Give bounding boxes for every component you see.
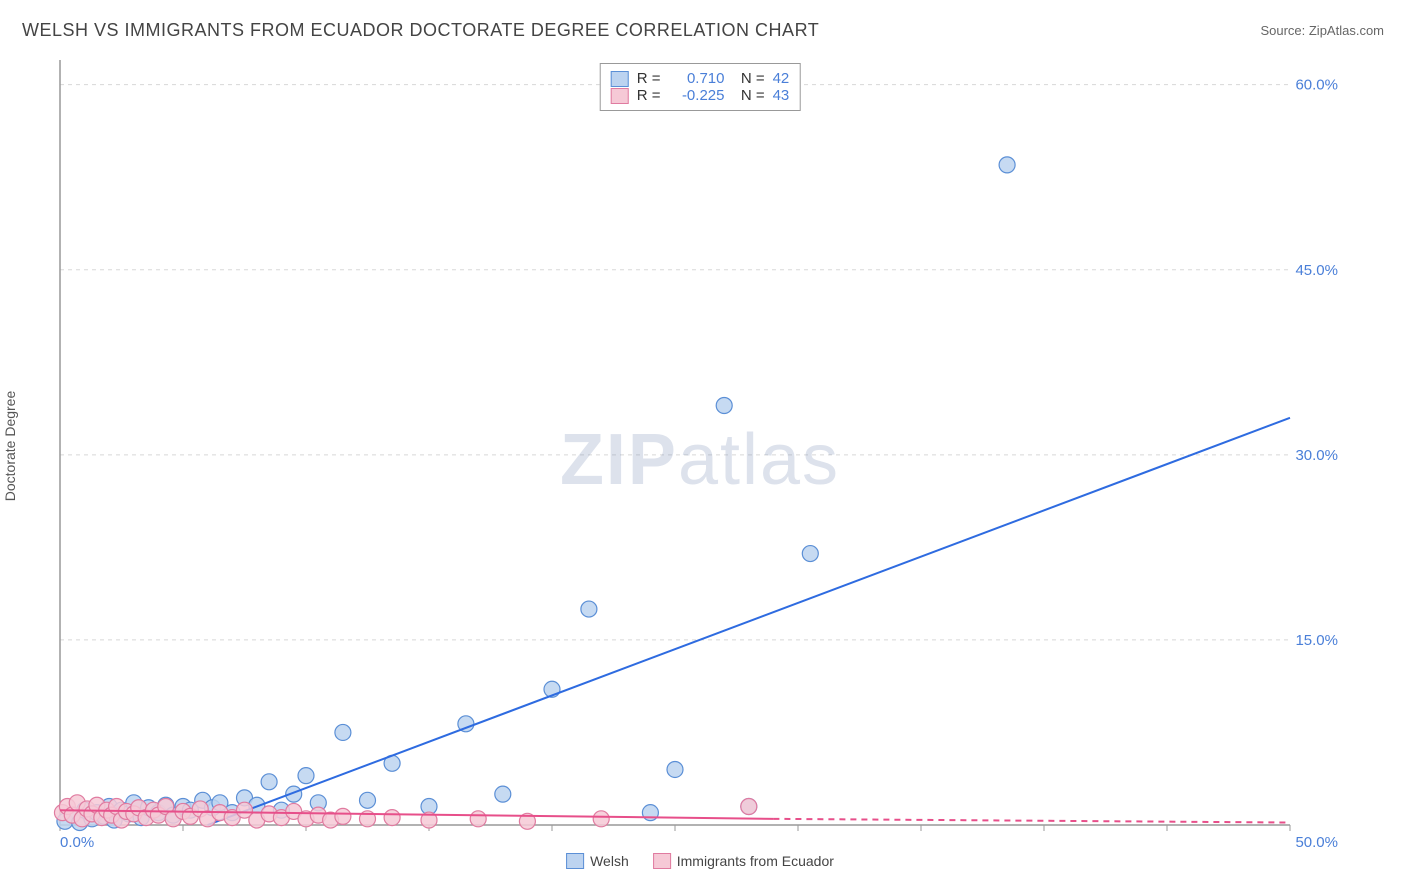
legend-row-ecuador: R = -0.225 N = 43 xyxy=(611,87,790,104)
legend-item-ecuador: Immigrants from Ecuador xyxy=(653,853,834,869)
legend-series: Welsh Immigrants from Ecuador xyxy=(566,853,834,869)
svg-text:15.0%: 15.0% xyxy=(1295,632,1338,649)
y-axis-label: Doctorate Degree xyxy=(2,391,18,502)
svg-text:50.0%: 50.0% xyxy=(1295,834,1338,851)
svg-text:60.0%: 60.0% xyxy=(1295,77,1338,94)
swatch-welsh xyxy=(611,71,629,87)
legend-row-welsh: R = 0.710 N = 42 xyxy=(611,70,790,87)
n-value-ecuador: 43 xyxy=(773,87,790,104)
chart-area: 15.0%30.0%45.0%60.0%0.0%50.0% ZIPatlas R… xyxy=(50,55,1350,865)
chart-title: WELSH VS IMMIGRANTS FROM ECUADOR DOCTORA… xyxy=(22,20,819,41)
chart-header: WELSH VS IMMIGRANTS FROM ECUADOR DOCTORA… xyxy=(22,20,1384,41)
r-value-welsh: 0.710 xyxy=(668,70,724,87)
swatch-ecuador xyxy=(611,88,629,104)
svg-text:30.0%: 30.0% xyxy=(1295,447,1338,464)
svg-text:0.0%: 0.0% xyxy=(60,834,94,851)
legend-label-welsh: Welsh xyxy=(590,853,629,869)
svg-text:45.0%: 45.0% xyxy=(1295,262,1338,279)
legend-label-ecuador: Immigrants from Ecuador xyxy=(677,853,834,869)
chart-source: Source: ZipAtlas.com xyxy=(1260,23,1384,38)
r-value-ecuador: -0.225 xyxy=(668,87,724,104)
swatch-welsh-icon xyxy=(566,853,584,869)
swatch-ecuador-icon xyxy=(653,853,671,869)
legend-item-welsh: Welsh xyxy=(566,853,629,869)
legend-correlation: R = 0.710 N = 42 R = -0.225 N = 43 xyxy=(600,63,801,111)
n-value-welsh: 42 xyxy=(773,70,790,87)
scatter-plot: 15.0% 30.0% 45.0% 60.0% 0.0% 50.0% xyxy=(50,55,1350,855)
